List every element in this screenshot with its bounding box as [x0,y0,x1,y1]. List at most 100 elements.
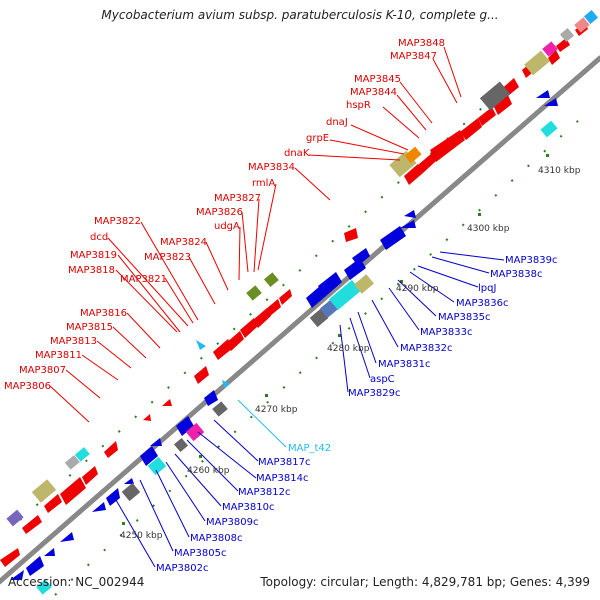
gene-arrow[interactable] [226,331,244,351]
gene-arrow[interactable] [26,556,44,576]
gene-arrow[interactable] [176,416,194,436]
gene-label[interactable]: MAP3810c [222,502,274,513]
feature-block[interactable] [309,308,329,328]
gene-label[interactable]: MAP3815 [66,322,113,333]
gene-label[interactable]: MAP3818 [68,265,115,276]
gene-label[interactable]: MAP3824 [160,237,207,248]
gene-arrow[interactable] [60,477,86,505]
gene-label[interactable]: MAP3848 [398,38,445,49]
gene-arrow[interactable] [143,414,151,421]
gene-label[interactable]: dnaJ [326,117,348,128]
gene-label[interactable]: udgA [214,221,240,232]
gene-label[interactable]: MAP3831c [378,359,430,370]
gene-label[interactable]: MAP3812c [238,487,290,498]
gene-label[interactable]: MAP3834 [248,162,295,173]
gene-arrow[interactable] [306,286,326,308]
gene-arrow[interactable] [266,299,281,316]
gene-arrow[interactable] [44,494,62,513]
gene-label[interactable]: MAP3826 [196,207,243,218]
gene-arrow[interactable] [0,548,20,567]
gene-arrow[interactable] [60,532,74,542]
feature-block[interactable] [559,27,575,43]
reverse-features[interactable] [10,90,558,580]
gene-label[interactable]: dnaK [284,148,310,159]
gene-arrow[interactable] [82,466,98,485]
rna-label[interactable]: MAP_t42 [288,443,331,454]
gene-label[interactable]: MAP3811 [35,350,82,361]
gene-arrow[interactable] [44,548,55,556]
feature-block[interactable] [6,509,24,527]
gene-arrow[interactable] [104,441,118,458]
gene-arrow[interactable] [460,118,482,140]
gene-arrow[interactable] [150,438,162,446]
gene-label[interactable]: MAP3833c [420,327,472,338]
feature-block[interactable] [404,146,422,164]
gene-label[interactable]: hspR [346,100,371,111]
gene-arrow[interactable] [404,164,423,185]
gene-arrow[interactable] [418,153,436,173]
gene-label[interactable]: aspC [370,374,395,385]
feature-block[interactable] [540,120,558,138]
gene-label[interactable]: MAP3809c [206,517,258,528]
gene-label[interactable]: MAP3821 [120,274,167,285]
gene-label[interactable]: MAP3836c [456,298,508,309]
gene-arrow[interactable] [204,390,218,406]
feature-block[interactable] [64,455,80,470]
gene-label[interactable]: MAP3839c [505,255,557,266]
gene-arrow[interactable] [162,399,172,406]
gene-label[interactable]: MAP3832c [400,343,452,354]
gene-arrow[interactable] [494,95,512,115]
gene-arrow[interactable] [22,515,42,534]
gene-label[interactable]: MAP3819 [70,250,117,261]
gene-arrow[interactable] [92,502,106,512]
feature-block[interactable] [479,81,511,111]
feature-block[interactable] [147,456,167,476]
gene-label[interactable]: MAP3805c [174,548,226,559]
gene-label[interactable]: MAP3844 [350,87,397,98]
gene-arrow[interactable] [318,272,342,296]
feature-block[interactable] [583,9,599,25]
gene-arrow[interactable] [140,446,158,466]
gene-arrow[interactable] [400,220,416,228]
gene-arrow[interactable] [194,366,209,384]
gene-arrow[interactable] [544,98,558,106]
gene-arrow[interactable] [478,107,496,126]
gene-label[interactable]: MAP3823 [144,252,191,263]
gene-arrow[interactable] [536,90,550,98]
gene-label[interactable]: lpqJ [478,283,496,294]
gene-arrow[interactable] [344,228,358,242]
gene-label[interactable]: MAP3813 [50,336,97,347]
feature-block[interactable] [212,401,228,417]
gene-label[interactable]: MAP3822 [94,216,141,227]
gene-arrow[interactable] [430,130,465,162]
gene-arrow[interactable] [106,488,120,506]
gene-arrow[interactable] [240,318,258,338]
feature-block[interactable] [173,437,189,453]
gene-label[interactable]: MAP3829c [348,388,400,399]
gene-arrow[interactable] [253,308,271,328]
feature-block[interactable] [263,272,279,288]
gene-label[interactable]: grpE [306,133,329,144]
feature-block[interactable] [185,422,205,442]
gene-label[interactable]: MAP3835c [438,312,490,323]
forward-features[interactable] [0,22,588,567]
gene-label[interactable]: dcd [90,232,108,243]
gene-arrow[interactable] [124,478,134,484]
gene-arrow[interactable] [548,50,560,65]
gene-label[interactable]: MAP3807 [19,365,66,376]
gene-label[interactable]: rmlA [252,178,275,189]
gene-arrow[interactable] [352,248,370,266]
feature-block[interactable] [36,579,52,595]
gene-label[interactable]: MAP3814c [256,473,308,484]
gene-label[interactable]: MAP3806 [4,381,51,392]
feature-block[interactable] [246,285,262,301]
feature-block[interactable] [121,482,141,502]
feature-block[interactable] [354,274,374,294]
feature-block[interactable] [329,279,361,311]
gene-arrow[interactable] [279,289,292,305]
gene-label[interactable]: MAP3816 [80,308,127,319]
rna-feature[interactable] [222,380,230,388]
feature-block[interactable] [31,479,57,503]
gene-label[interactable]: MAP3847 [390,51,437,62]
